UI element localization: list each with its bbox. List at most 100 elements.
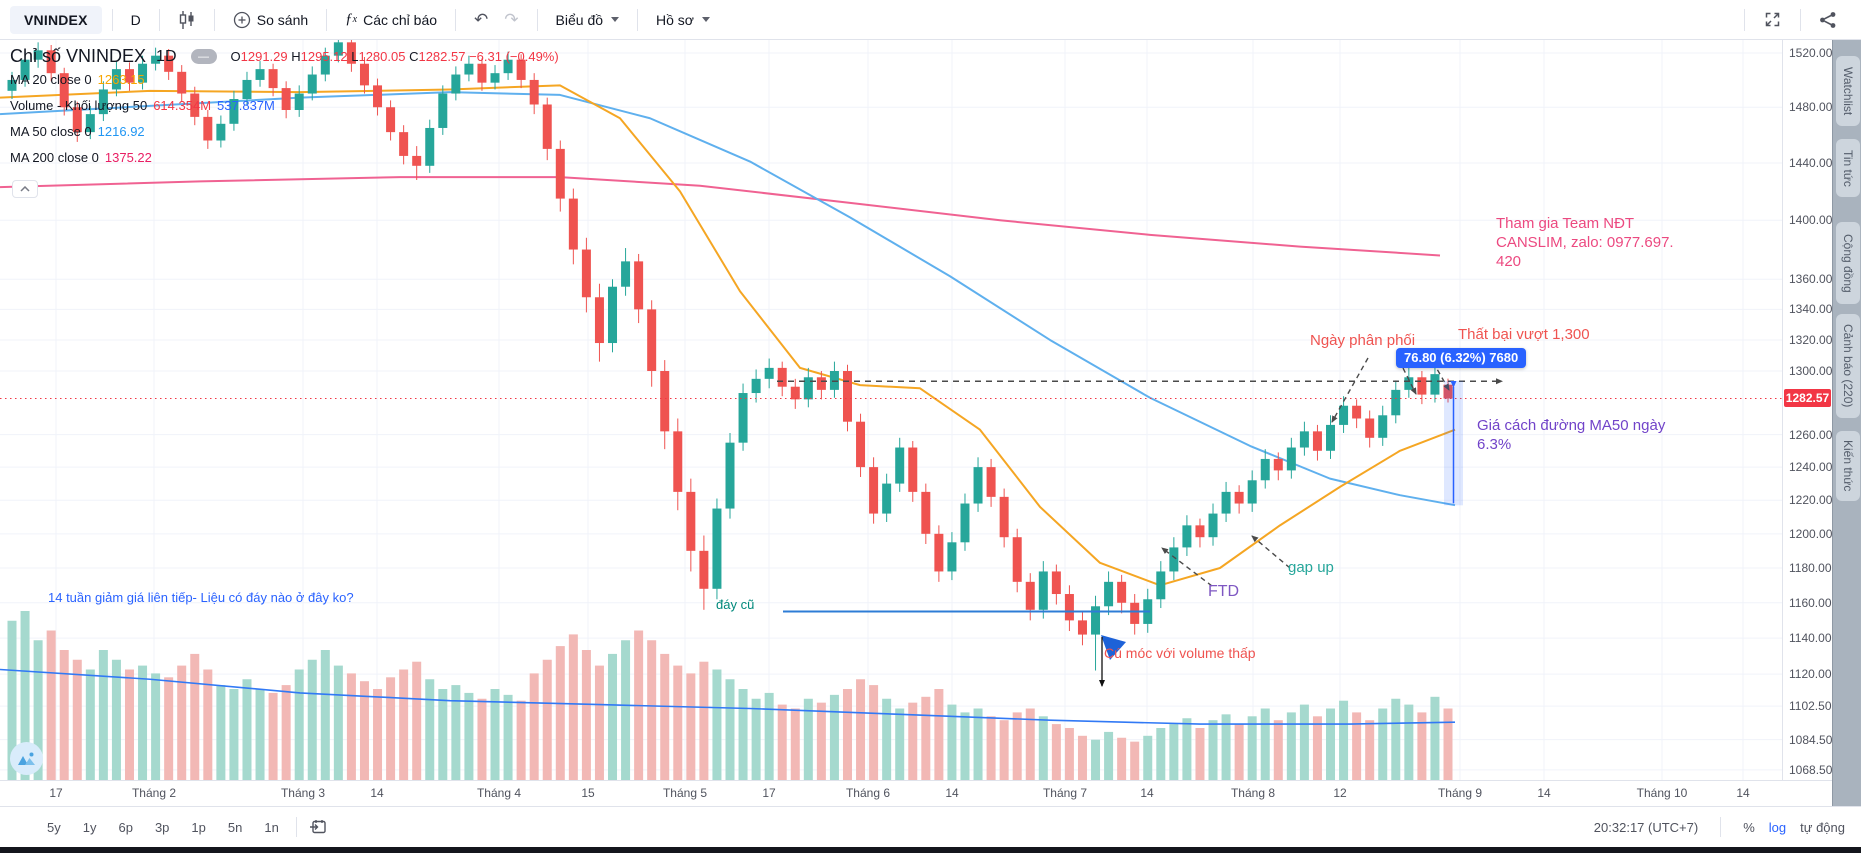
bottom-black-strip bbox=[0, 847, 1861, 853]
price-axis[interactable]: 1282.57 ⚙ 1520.001480.001440.001400.0013… bbox=[1782, 40, 1832, 806]
price-tick-label: 1200.00 bbox=[1789, 526, 1833, 541]
toolbar-divider bbox=[158, 8, 160, 31]
volume-label[interactable]: Volume - Khối lượng 50 bbox=[10, 98, 148, 113]
chart-plot-area[interactable]: Chỉ số VNINDEX 1D — O1291.29 H1295.12 L1… bbox=[0, 40, 1782, 806]
clock-label[interactable]: 20:32:17 (UTC+7) bbox=[1593, 819, 1699, 835]
range-button-5y[interactable]: 5y bbox=[47, 819, 61, 835]
price-tick-label: 1140.00 bbox=[1789, 631, 1832, 646]
last-price-badge: 1282.57 bbox=[1784, 389, 1831, 408]
redo-button[interactable]: ↷ bbox=[504, 9, 519, 29]
undo-button[interactable]: ↶ bbox=[474, 9, 489, 29]
sidebar-tab-ki-n-th-c[interactable]: Kiến thức bbox=[1836, 431, 1860, 501]
share-button[interactable] bbox=[1811, 5, 1845, 35]
legend-collapse-button[interactable] bbox=[12, 180, 38, 198]
price-tick-label: 1220.00 bbox=[1789, 493, 1833, 508]
note-ftd[interactable]: FTD bbox=[1208, 583, 1240, 600]
auto-scale-button[interactable]: tự động bbox=[1800, 819, 1845, 835]
indicators-label: Các chỉ báo bbox=[363, 11, 438, 28]
chart-layout-menu[interactable]: Biểu đồ bbox=[548, 6, 627, 34]
range-button-5n[interactable]: 5n bbox=[227, 819, 243, 835]
legend-symbol-title[interactable]: Chỉ số VNINDEX bbox=[10, 46, 147, 66]
mountains-icon bbox=[18, 752, 35, 765]
profile-menu-label: Hồ sơ bbox=[656, 11, 694, 28]
toolbar-divider bbox=[455, 8, 457, 31]
range-button-3p[interactable]: 3p bbox=[154, 819, 170, 835]
price-tick-label: 1102.50 bbox=[1789, 699, 1832, 714]
note-canslim[interactable]: Tham gia Team NĐT CANSLIM, zalo: 0977.69… bbox=[1496, 215, 1674, 270]
time-tick-label: Tháng 3 bbox=[280, 786, 326, 800]
calendar-goto-icon bbox=[309, 820, 326, 834]
ma20-value: 1263.15 bbox=[97, 72, 145, 87]
sidebar-tab-c-ng-ng[interactable]: Cộng đồng bbox=[1836, 222, 1860, 304]
fullscreen-icon bbox=[1765, 12, 1780, 27]
circle-plus-icon bbox=[233, 11, 251, 29]
note-distribution-day[interactable]: Ngày phân phối bbox=[1310, 332, 1416, 349]
note-14-weeks[interactable]: 14 tuần giảm giá liên tiếp- Liệu có đáy … bbox=[48, 590, 354, 605]
legend-collapse-pill[interactable]: — bbox=[190, 49, 217, 64]
note-old-bottom[interactable]: đáy cũ bbox=[716, 597, 755, 612]
snapshot-bubble-button[interactable] bbox=[10, 742, 43, 775]
chart-style-button[interactable] bbox=[170, 4, 204, 36]
ma200-value: 1375.22 bbox=[104, 150, 152, 165]
note-ma50-distance[interactable]: Giá cách đường MA50 ngày 6.3% bbox=[1477, 417, 1666, 453]
time-tick-label: 14 bbox=[945, 786, 959, 800]
price-tick-label: 1120.00 bbox=[1789, 667, 1832, 682]
note-hook-low-volume[interactable]: Cú móc với volume thấp bbox=[1104, 645, 1256, 661]
sidebar-tab-watchlist[interactable]: Watchlist bbox=[1836, 56, 1860, 126]
toolbar-divider bbox=[1800, 8, 1801, 31]
ma200-label[interactable]: MA 200 close 0 bbox=[10, 150, 99, 165]
time-tick-label: 12 bbox=[1333, 786, 1347, 800]
time-tick-label: 14 bbox=[1736, 786, 1750, 800]
top-toolbar: VNINDEX D bbox=[0, 0, 1861, 40]
range-button-6p[interactable]: 6p bbox=[118, 819, 133, 835]
profile-menu[interactable]: Hồ sơ bbox=[648, 6, 718, 34]
measure-tooltip[interactable]: 76.80 (6.32%) 7680 bbox=[1396, 348, 1527, 369]
sidebar-tab-c-nh-b-o-220-[interactable]: Cảnh báo (220) bbox=[1836, 314, 1860, 418]
chevron-down-icon bbox=[701, 17, 710, 22]
price-tick-label: 1260.00 bbox=[1789, 427, 1833, 442]
compare-button[interactable]: So sánh bbox=[225, 5, 316, 35]
toolbar-divider bbox=[213, 8, 215, 31]
symbol-search-button[interactable]: VNINDEX bbox=[10, 5, 102, 34]
toolbar-divider bbox=[637, 8, 639, 31]
range-button-1p[interactable]: 1p bbox=[191, 819, 206, 835]
time-tick-label: Tháng 6 bbox=[845, 786, 891, 800]
price-tick-label: 1400.00 bbox=[1789, 213, 1833, 228]
ma20-label[interactable]: MA 20 close 0 bbox=[10, 72, 92, 87]
chart-menu-label: Biểu đồ bbox=[555, 11, 604, 28]
ma50-value: 1216.92 bbox=[97, 124, 145, 139]
price-tick-label: 1320.00 bbox=[1789, 332, 1833, 347]
go-to-date-button[interactable] bbox=[305, 815, 331, 839]
price-tick-label: 1440.00 bbox=[1789, 155, 1833, 170]
time-tick-label: Tháng 8 bbox=[1230, 786, 1276, 800]
fullscreen-button[interactable] bbox=[1755, 4, 1790, 35]
time-tick-label: 14 bbox=[1537, 786, 1551, 800]
sidebar-tab-tin-t-c[interactable]: Tin tức bbox=[1836, 139, 1860, 197]
volume-value-blue: 537.837M bbox=[217, 98, 275, 113]
time-tick-label: 17 bbox=[762, 786, 776, 800]
price-tick-label: 1300.00 bbox=[1789, 364, 1833, 378]
price-tick-label: 1160.00 bbox=[1789, 595, 1832, 610]
log-scale-button[interactable]: log bbox=[1768, 819, 1787, 835]
note-gap-up[interactable]: gap up bbox=[1288, 559, 1334, 576]
toolbar-divider bbox=[295, 817, 297, 837]
percent-scale-button[interactable]: % bbox=[1743, 819, 1755, 835]
time-tick-label: Tháng 5 bbox=[662, 786, 708, 800]
price-tick-label: 1520.00 bbox=[1789, 46, 1833, 60]
note-fail-breakout[interactable]: Thất bại vượt 1,300 bbox=[1458, 326, 1590, 343]
toolbar-divider bbox=[536, 8, 538, 31]
range-button-1n[interactable]: 1n bbox=[264, 819, 279, 835]
interval-button[interactable]: D bbox=[130, 11, 141, 28]
range-button-1y[interactable]: 1y bbox=[82, 819, 97, 835]
price-chart-canvas[interactable] bbox=[0, 40, 1782, 806]
chevron-down-icon bbox=[611, 17, 620, 22]
time-tick-label: Tháng 9 bbox=[1437, 786, 1483, 800]
ma50-label[interactable]: MA 50 close 0 bbox=[10, 124, 92, 139]
ohlc-values: O1291.29 H1295.12 L1280.05 C1282.57 −6.3… bbox=[230, 49, 559, 64]
time-axis[interactable]: 17 Tháng 2 Tháng 3 14 Tháng 4 15 Tháng 5 17 Thán… bbox=[0, 780, 1832, 806]
compare-label: So sánh bbox=[256, 11, 309, 28]
